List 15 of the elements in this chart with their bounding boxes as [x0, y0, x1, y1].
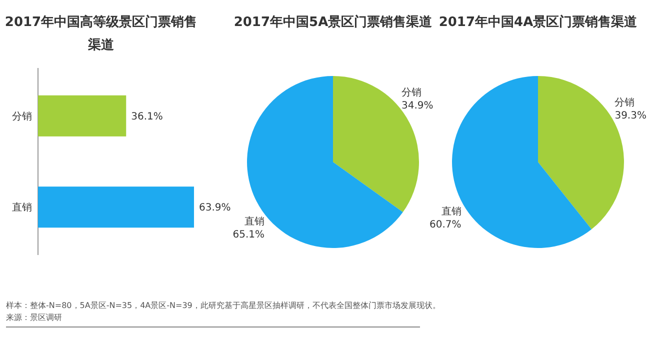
data-label: 36.1%: [131, 111, 163, 122]
data-label: 63.9%: [199, 202, 231, 214]
slice-label: 分销: [614, 96, 635, 109]
chart-title: 2017年中国4A景区门票销售渠道: [438, 14, 638, 30]
data-label: 34.9%: [401, 100, 434, 112]
slice-label: 直销: [441, 205, 462, 218]
chart-title: 2017年中国5A景区门票销售渠道: [234, 14, 434, 30]
data-label: 39.3%: [614, 110, 646, 122]
slice-label: 分销: [401, 86, 422, 99]
source-note: 来源：景区调研: [6, 313, 62, 322]
slice-label: 直销: [244, 215, 265, 228]
data-label: 65.1%: [232, 229, 265, 240]
text: 样本：整体-N=80，5A景区-N=35，4A景区-N=39，此研究基于高星景区抽样调研，不代表全国整体门票市场发展现状。: [6, 301, 440, 310]
chart-title: 2017年中国高等级景区门票销售渠道: [4, 14, 198, 53]
data-label: 60.7%: [430, 219, 462, 230]
